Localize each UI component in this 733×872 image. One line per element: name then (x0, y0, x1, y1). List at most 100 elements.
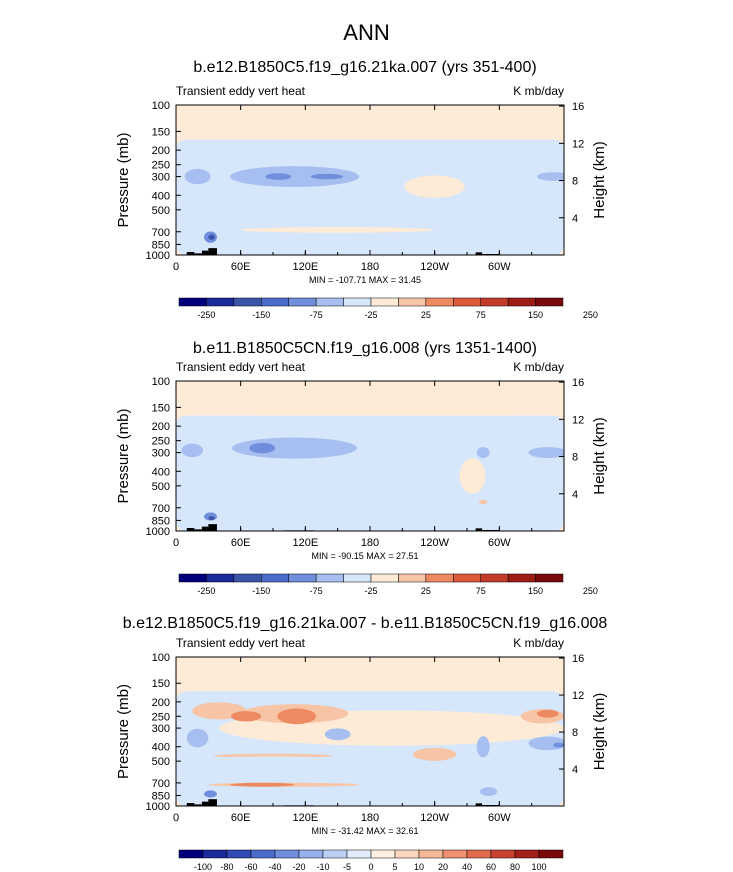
field-contour-cold (229, 166, 360, 187)
y-tick-label: 300 (152, 448, 170, 460)
topography-bar (201, 526, 209, 531)
left-string: Transient eddy vert heat (176, 84, 306, 98)
field-contour-warm (459, 458, 486, 494)
colorbar-box (288, 573, 317, 583)
colorbar-label: 40 (462, 862, 472, 872)
colorbar-label: 5 (392, 862, 397, 872)
field-contour-warm (277, 708, 317, 725)
y-right-tick-label: 8 (572, 452, 578, 464)
y-tick-label: 850 (152, 515, 170, 527)
field-contour-warm (240, 227, 435, 233)
colorbar-box (343, 297, 372, 307)
topography-bar (186, 803, 195, 806)
colorbar-label: 0 (368, 862, 373, 872)
y-axis-title: Pressure (mb) (115, 132, 132, 227)
colorbar-label: 150 (528, 310, 543, 320)
field-contour-cold (208, 234, 215, 240)
x-tick-label: 180 (361, 537, 379, 549)
colorbar-label: -150 (252, 310, 270, 320)
y-axis-title: Pressure (mb) (115, 684, 132, 779)
colorbar-box (298, 849, 324, 859)
y-tick-label: 150 (152, 678, 170, 690)
colorbar-box (370, 849, 396, 859)
colorbar-box (288, 297, 317, 307)
colorbar-box (322, 849, 348, 859)
y-right-tick-label: 8 (572, 176, 578, 188)
field-contour-warm (230, 711, 262, 722)
y-tick-label: 700 (152, 227, 170, 239)
field-contour-warm (404, 175, 465, 198)
colorbar-label: -250 (197, 586, 215, 596)
colorbar-box (480, 297, 509, 307)
colorbar-label: -60 (244, 862, 257, 872)
x-tick-label: 60W (488, 537, 511, 549)
panel-title: b.e12.B1850C5.f19_g16.21ka.007 (yrs 351-… (193, 59, 536, 76)
colorbar-label: 250 (583, 310, 598, 320)
colorbar-box (178, 297, 207, 307)
colorbar-label: -150 (252, 586, 270, 596)
y-tick-label: 1000 (146, 801, 170, 813)
field-contour-cold (476, 736, 490, 758)
colorbar-box (261, 297, 289, 307)
colorbar-box (453, 573, 481, 583)
field-contour-cold (479, 787, 498, 797)
colorbar-box (453, 297, 481, 307)
x-tick-label: 120W (420, 812, 449, 824)
field-contour-warm (537, 709, 559, 718)
colorbar-label: 10 (414, 862, 424, 872)
y-tick-label: 100 (152, 100, 170, 112)
colorbar-label: 60 (486, 862, 496, 872)
figure-title: ANN (343, 20, 390, 45)
y-tick-label: 500 (152, 205, 170, 217)
right-string: K mb/day (513, 360, 564, 374)
y-right-tick-label: 16 (572, 101, 584, 113)
y-right-tick-label: 12 (572, 690, 584, 702)
colorbar-box (178, 573, 207, 583)
colorbar-box (538, 849, 564, 859)
y-tick-label: 200 (152, 145, 170, 157)
y-tick-label: 150 (152, 402, 170, 414)
y-tick-label: 1000 (146, 250, 170, 262)
colorbar-box (418, 849, 444, 859)
y-tick-label: 1000 (146, 526, 170, 538)
x-tick-label: 120E (292, 812, 318, 824)
topography-bar (475, 252, 483, 255)
colorbar-label: -75 (310, 586, 323, 596)
topography-bar (186, 252, 195, 255)
colorbar-label: 20 (438, 862, 448, 872)
colorbar-label: 250 (583, 586, 598, 596)
field-contour-cold (184, 168, 211, 185)
colorbar-box (507, 297, 536, 307)
colorbar-label: -250 (197, 310, 215, 320)
colorbar-box (315, 297, 344, 307)
colorbar-box (466, 849, 492, 859)
y-axis-title: Pressure (mb) (115, 408, 132, 503)
y-right-tick-label: 4 (572, 213, 578, 225)
y-tick-label: 100 (152, 652, 170, 664)
colorbar-box (202, 849, 228, 859)
colorbar-box (233, 297, 262, 307)
colorbar-box (370, 573, 399, 583)
colorbar-box (346, 849, 372, 859)
field-contour-warm (229, 782, 295, 787)
y-tick-label: 200 (152, 697, 170, 709)
colorbar-box (274, 849, 300, 859)
left-string: Transient eddy vert heat (176, 636, 306, 650)
colorbar-box (442, 849, 468, 859)
topography-bar (194, 253, 202, 255)
y-tick-label: 250 (152, 711, 170, 723)
y-tick-label: 150 (152, 126, 170, 138)
colorbar-box (178, 849, 204, 859)
y-right-axis-title: Height (km) (591, 693, 608, 771)
field-region-cold (176, 415, 564, 531)
plot-field (176, 657, 564, 806)
y-tick-label: 400 (152, 742, 170, 754)
colorbar-label: -75 (310, 310, 323, 320)
colorbar-label: -25 (364, 586, 377, 596)
field-contour-cold (186, 728, 209, 748)
field-contour-warm (413, 747, 457, 761)
field-contour-cold (537, 172, 564, 181)
y-right-axis-title: Height (km) (591, 141, 608, 219)
